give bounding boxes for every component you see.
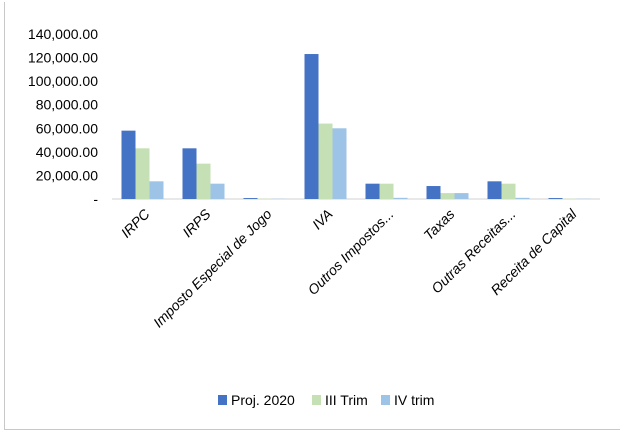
legend-swatch xyxy=(312,395,321,405)
bar xyxy=(487,181,502,199)
bar xyxy=(454,193,469,199)
bar xyxy=(379,183,394,199)
y-tick-label: 140,000.00 xyxy=(28,26,98,42)
y-tick-label: - xyxy=(93,191,98,207)
bar xyxy=(393,197,408,199)
x-tick-label: Imposto Especial de Jogo xyxy=(150,206,275,331)
bar xyxy=(332,128,347,199)
x-tick-label: IVA xyxy=(309,206,336,233)
y-tick-label: 40,000.00 xyxy=(36,144,98,160)
bar xyxy=(243,198,258,199)
bar xyxy=(548,198,563,199)
x-tick-label: IRPC xyxy=(118,205,154,241)
bar xyxy=(135,148,150,199)
bar xyxy=(515,197,530,199)
chart-frame xyxy=(4,2,620,430)
legend-label: III Trim xyxy=(325,392,368,408)
bar xyxy=(182,148,197,199)
bar xyxy=(196,163,211,199)
y-tick-label: 20,000.00 xyxy=(36,167,98,183)
bar xyxy=(149,181,164,199)
y-tick-label: 100,000.00 xyxy=(28,73,98,89)
x-tick-label: IRPS xyxy=(179,205,214,240)
x-tick-label: Taxas xyxy=(420,206,457,243)
bar xyxy=(501,183,516,199)
legend-label: Proj. 2020 xyxy=(231,392,295,408)
bar xyxy=(426,186,441,199)
bar xyxy=(365,183,380,199)
y-tick-label: 120,000.00 xyxy=(28,50,98,66)
y-tick-label: 60,000.00 xyxy=(36,120,98,136)
legend-swatch xyxy=(218,395,227,405)
bar xyxy=(121,130,136,199)
legend-swatch xyxy=(381,395,390,405)
bar xyxy=(318,123,333,199)
bar xyxy=(210,183,225,199)
bar xyxy=(440,193,455,199)
y-tick-label: 80,000.00 xyxy=(36,97,98,113)
legend-label: IV trim xyxy=(394,392,434,408)
bar xyxy=(304,54,319,200)
